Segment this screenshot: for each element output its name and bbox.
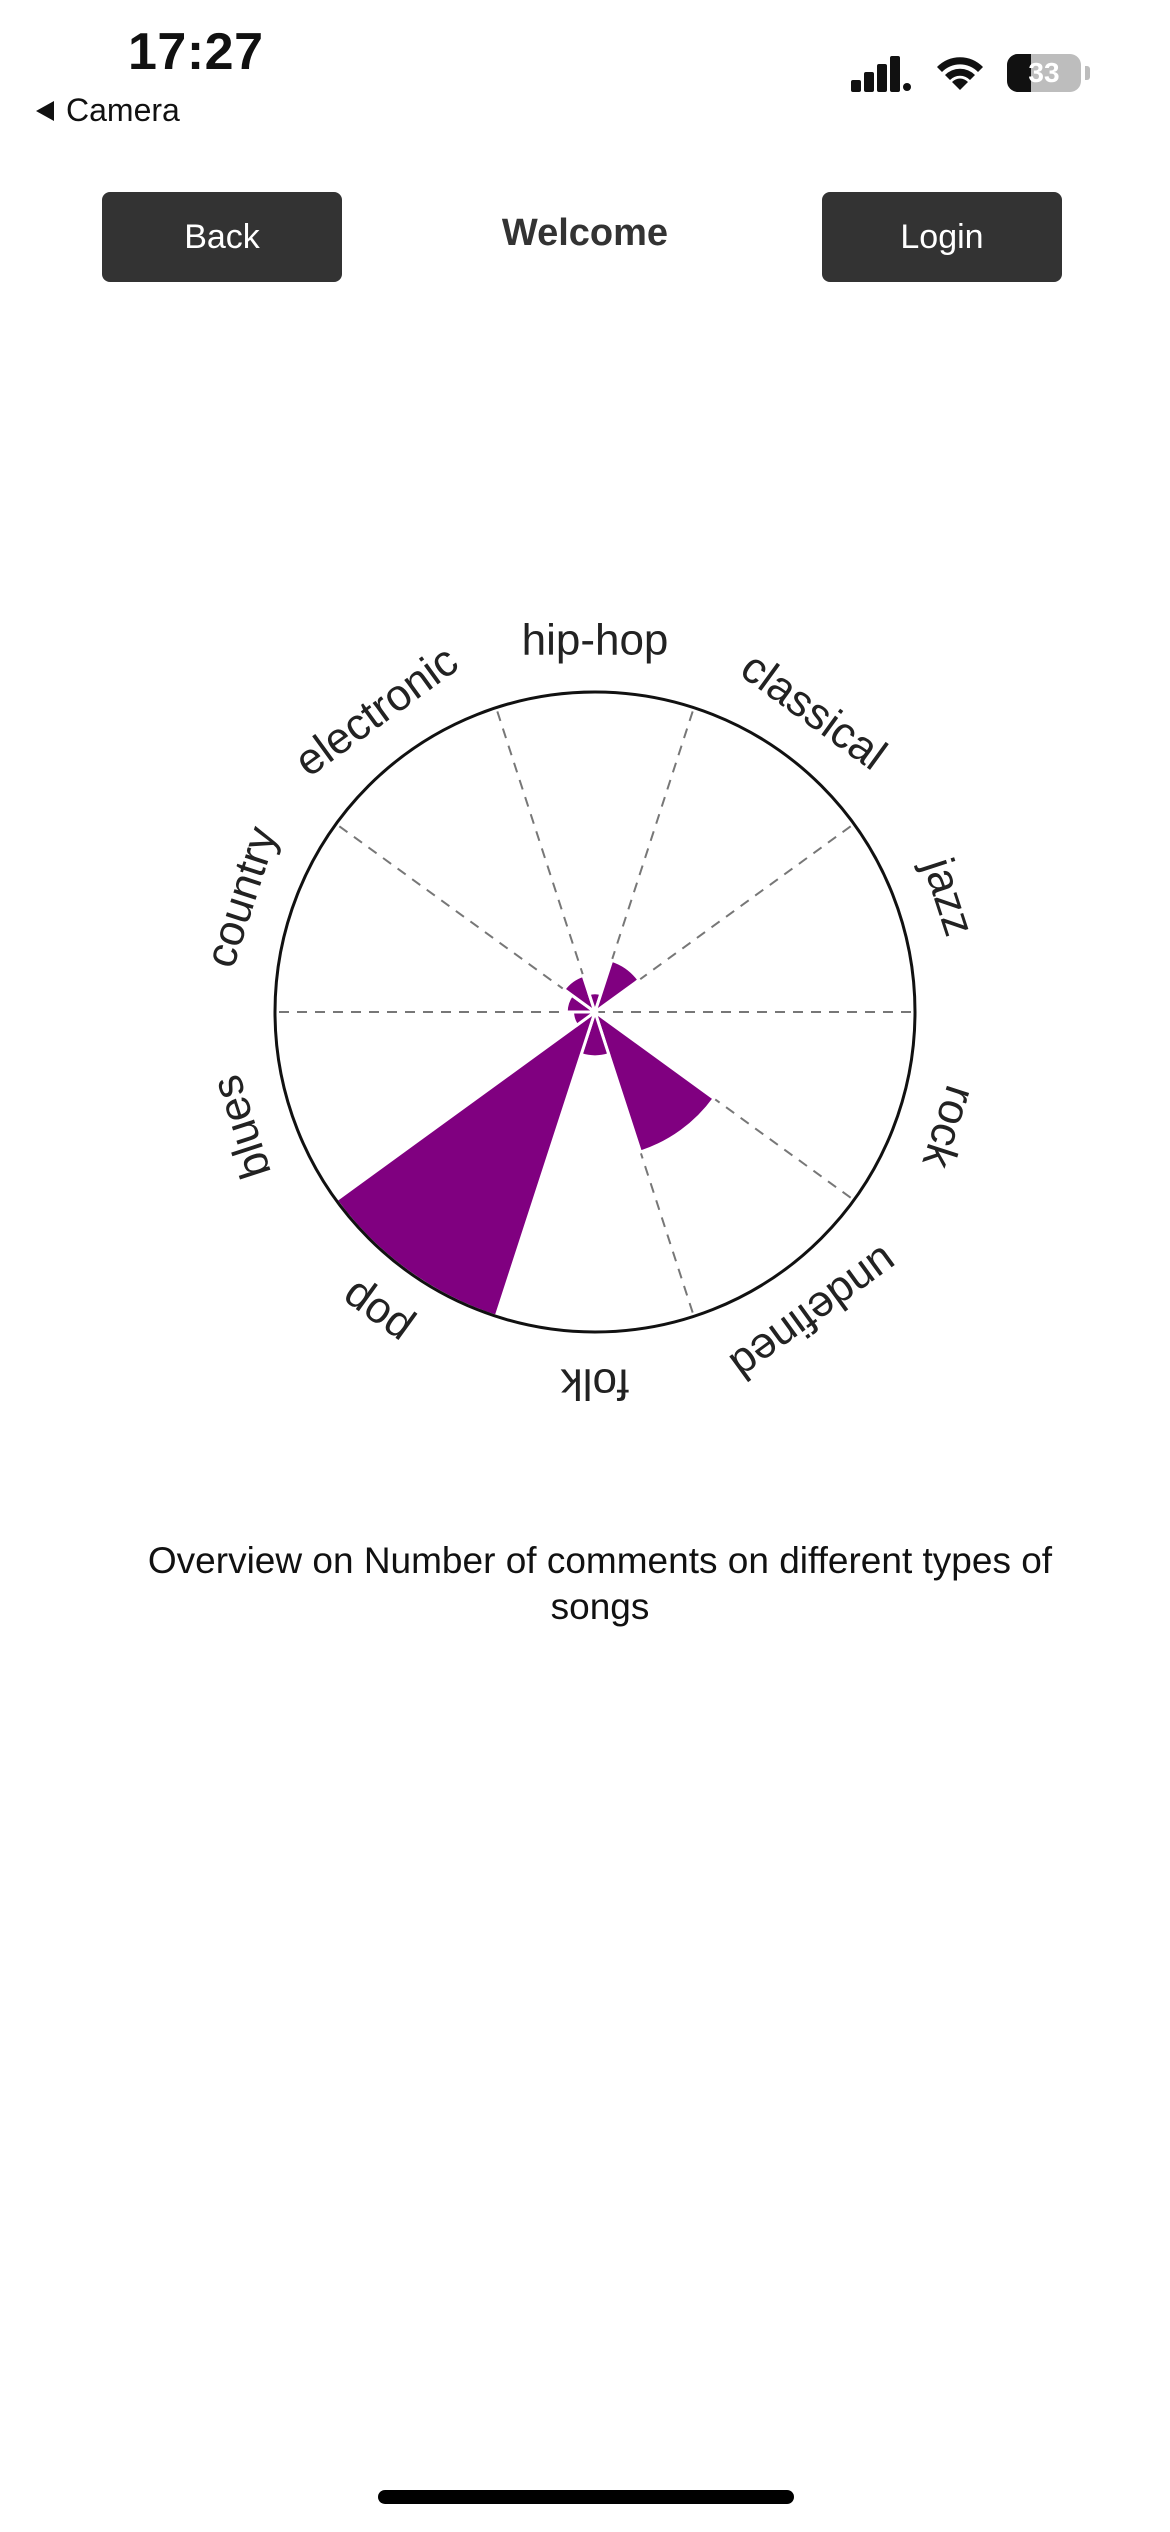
back-triangle-icon bbox=[36, 100, 54, 121]
back-to-app-link[interactable]: Camera bbox=[36, 92, 180, 129]
chart-title: Overview on Number of comments on differ… bbox=[147, 1540, 1053, 1627]
battery-icon: 33 bbox=[1007, 54, 1081, 92]
chart-bars bbox=[334, 958, 717, 1319]
battery-level: 33 bbox=[1028, 57, 1060, 88]
grid-spoke bbox=[495, 707, 596, 1013]
bar-electronic bbox=[561, 973, 598, 1016]
battery-cap bbox=[1085, 66, 1090, 80]
axis-label-jazz: jazz bbox=[913, 850, 984, 941]
axis-label-blues: blues bbox=[202, 1069, 281, 1184]
axis-label-folk: folk bbox=[560, 1360, 629, 1409]
axis-label-undefined: undefined bbox=[721, 1236, 906, 1389]
status-bar: 17:27 Camera 33 bbox=[0, 0, 1170, 150]
bar-classical bbox=[592, 958, 642, 1016]
axis-label-country: country bbox=[196, 821, 287, 973]
axis-label-hip-hop: hip-hop bbox=[522, 616, 669, 665]
login-button[interactable]: Login bbox=[822, 192, 1062, 282]
bar-undefined bbox=[592, 1008, 717, 1154]
cellular-signal-icon bbox=[851, 56, 911, 92]
axis-label-rock: rock bbox=[912, 1080, 985, 1175]
back-button[interactable]: Back bbox=[102, 192, 342, 282]
chart-outer-ring bbox=[273, 690, 917, 1334]
status-time: 17:27 bbox=[128, 23, 264, 81]
home-indicator[interactable] bbox=[378, 2490, 794, 2504]
wifi-icon bbox=[937, 57, 983, 90]
grid-spoke bbox=[335, 823, 596, 1013]
axis-label-pop: pop bbox=[332, 1272, 420, 1355]
top-nav: Back Welcome Login bbox=[0, 192, 1170, 282]
axis-label-classical: classical bbox=[732, 642, 895, 779]
back-to-app-label: Camera bbox=[66, 92, 180, 128]
page-title: Welcome bbox=[501, 212, 669, 254]
bar-pop bbox=[334, 1008, 598, 1319]
axis-label-electronic: electronic bbox=[286, 636, 467, 786]
status-icons: 33 bbox=[851, 54, 1090, 92]
